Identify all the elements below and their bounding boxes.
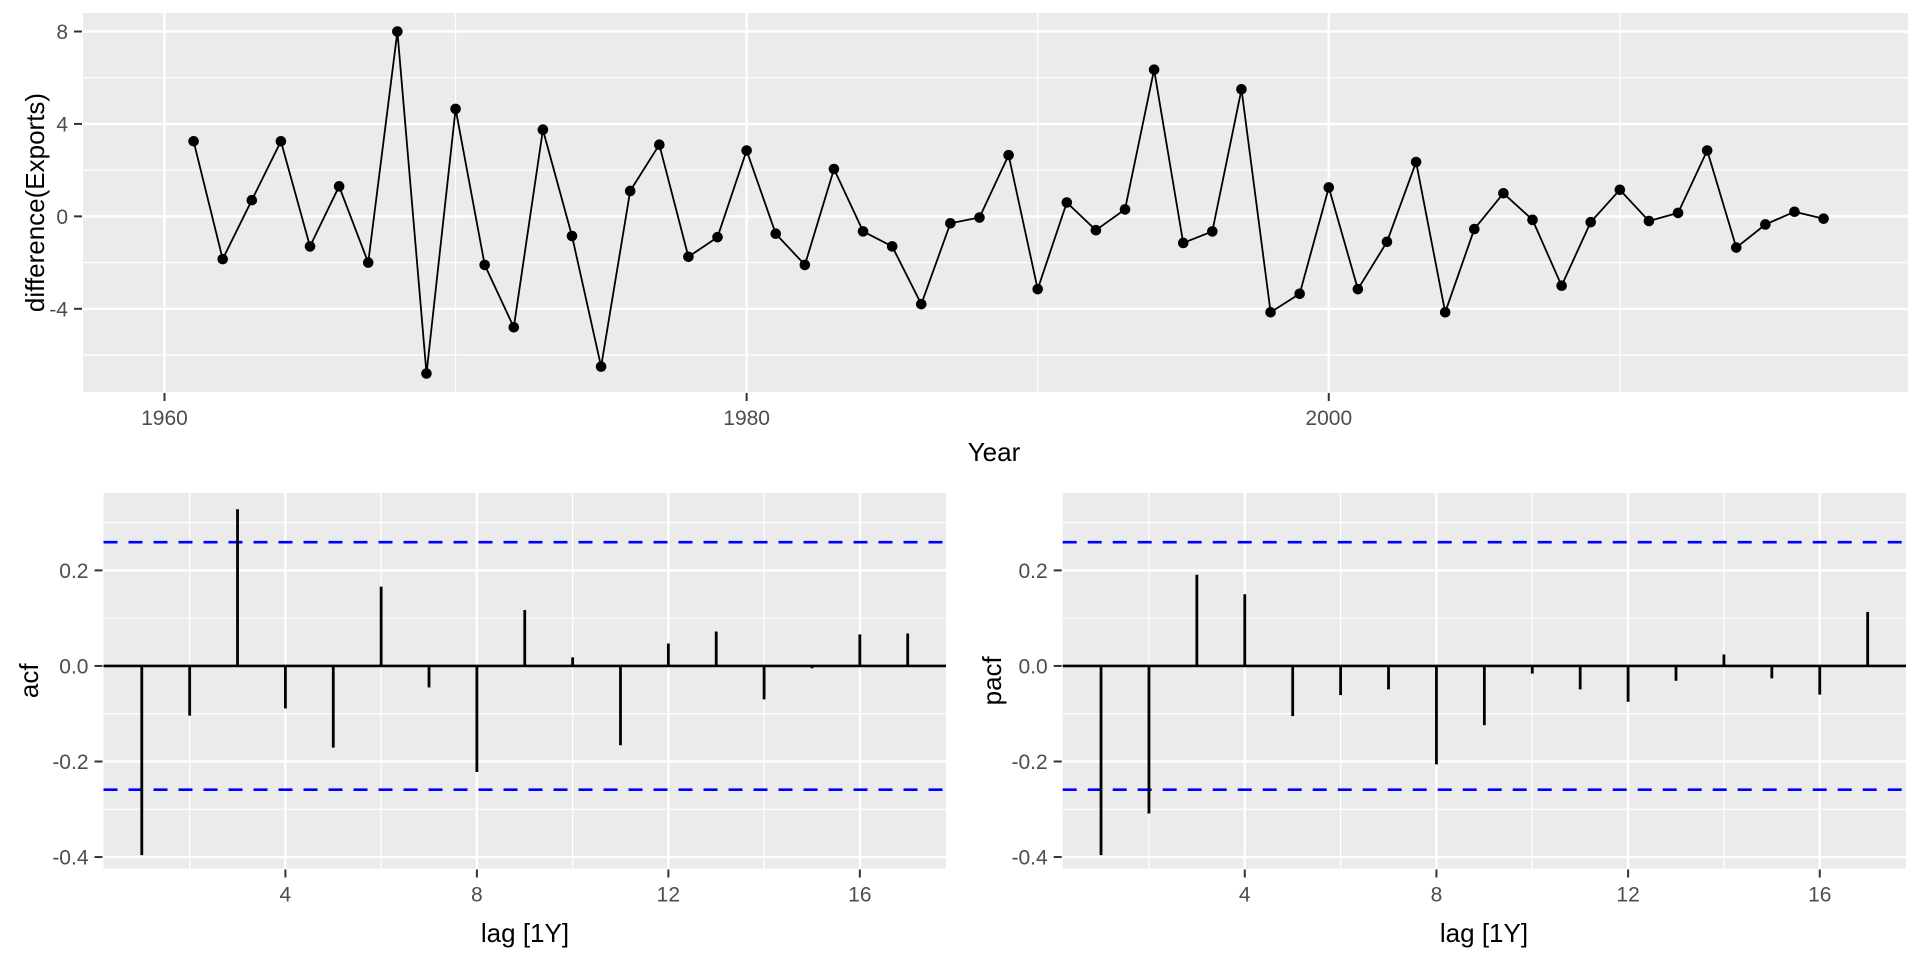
y-tick-label: -0.4 <box>52 847 89 870</box>
data-point <box>246 194 258 206</box>
data-point <box>1614 184 1626 196</box>
x-tick-label: 1960 <box>141 407 188 430</box>
data-point <box>741 145 752 156</box>
x-tick-label: 2000 <box>1305 407 1352 430</box>
data-point <box>1032 283 1044 295</box>
data-point <box>1265 306 1276 318</box>
data-point <box>1439 306 1451 318</box>
x-tick-label: 8 <box>1431 884 1443 907</box>
data-point <box>508 321 520 333</box>
data-point <box>304 241 316 252</box>
data-point <box>1207 226 1218 237</box>
data-point <box>1643 215 1655 227</box>
data-point <box>974 212 985 223</box>
y-tick-label: 0.0 <box>59 655 88 678</box>
y-tick-label: 8 <box>56 21 68 44</box>
data-point <box>421 368 432 379</box>
data-point <box>595 361 607 372</box>
y-tick-label: 0 <box>56 206 68 229</box>
data-point <box>450 103 461 115</box>
x-tick-label: 8 <box>471 884 483 907</box>
data-point <box>392 26 403 37</box>
data-point <box>857 226 869 237</box>
data-point <box>915 298 927 310</box>
data-point <box>362 257 374 268</box>
y-tick-label: -4 <box>49 298 68 321</box>
data-point <box>479 259 490 271</box>
pacf-y-axis-title: pacf <box>977 655 1007 705</box>
data-point <box>1585 216 1597 228</box>
data-point <box>537 124 549 136</box>
x-tick-label: 12 <box>657 884 680 907</box>
acf-panel: 4 8 12 16 0.2 0.0 -0.2 -0.4 <box>52 493 946 907</box>
data-point <box>1672 207 1684 219</box>
x-tick-label: 1980 <box>723 407 770 430</box>
data-point <box>1003 149 1014 161</box>
data-point <box>1119 204 1131 215</box>
data-point <box>1789 206 1800 218</box>
data-point <box>217 253 229 265</box>
data-point <box>799 259 811 271</box>
data-point <box>1090 224 1102 236</box>
y-tick-label: -0.2 <box>1012 751 1048 774</box>
top-x-axis-title: Year <box>968 437 1021 467</box>
y-tick-label: 4 <box>56 113 68 136</box>
data-point <box>1323 182 1335 193</box>
data-point <box>1177 237 1189 249</box>
data-point <box>1061 197 1073 208</box>
data-point <box>1701 145 1713 156</box>
data-point <box>566 230 578 242</box>
y-tick-label: 0.2 <box>1018 560 1047 583</box>
data-point <box>624 185 636 197</box>
data-point <box>886 241 898 252</box>
data-point <box>188 135 199 147</box>
data-point <box>1498 187 1509 199</box>
top-y-axis-title: difference(Exports) <box>20 93 50 312</box>
data-point <box>828 163 840 175</box>
data-point <box>1294 288 1305 300</box>
x-tick-label: 12 <box>1616 884 1639 907</box>
data-point <box>333 181 345 192</box>
data-point <box>654 139 665 151</box>
x-tick-label: 4 <box>280 884 292 907</box>
data-point <box>1381 236 1393 248</box>
y-tick-label: -0.4 <box>1012 847 1049 870</box>
time-series-panel: 1960 1980 2000 8 4 0 -4 <box>49 13 1908 430</box>
data-point <box>275 135 287 147</box>
data-point <box>1556 280 1567 291</box>
data-point <box>1236 83 1247 95</box>
data-point <box>683 251 694 263</box>
data-point <box>1818 213 1829 224</box>
data-point <box>1730 242 1742 253</box>
y-tick-label: -0.2 <box>52 751 88 774</box>
data-point <box>1469 223 1480 235</box>
x-tick-label: 16 <box>1808 884 1831 907</box>
x-tick-label: 4 <box>1239 884 1251 907</box>
data-point <box>945 217 956 229</box>
data-point <box>712 231 723 243</box>
data-point <box>770 228 782 239</box>
acf-x-axis-title: lag [1Y] <box>481 918 569 948</box>
data-point <box>1527 214 1538 226</box>
data-point <box>1352 283 1364 295</box>
data-point <box>1410 156 1422 168</box>
pacf-panel: 4 8 12 16 0.2 0.0 -0.2 -0.4 <box>1012 493 1906 907</box>
data-point <box>1760 219 1771 230</box>
pacf-x-axis-title: lag [1Y] <box>1440 918 1528 948</box>
x-tick-label: 16 <box>848 884 871 907</box>
data-point <box>1148 64 1160 75</box>
y-tick-label: 0.2 <box>59 560 88 583</box>
panel-background <box>103 493 946 869</box>
panel-background <box>83 13 1908 392</box>
acf-y-axis-title: acf <box>14 663 44 698</box>
y-tick-label: 0.0 <box>1018 655 1047 678</box>
